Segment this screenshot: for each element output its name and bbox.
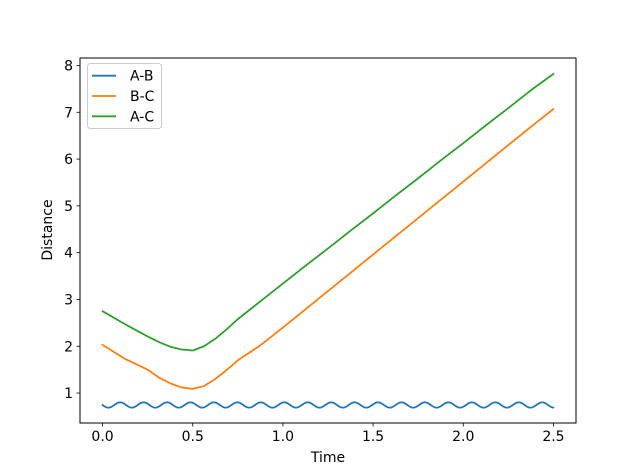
axes-spines (79, 57, 577, 424)
y-tick-label: 2 (64, 339, 73, 355)
legend: A-B B-C A-C (87, 63, 162, 129)
x-tick-label: 0.0 (91, 429, 113, 445)
y-axis-label: Distance (40, 199, 56, 260)
legend-item-label: A-B (130, 69, 153, 85)
y-axis-ticks: 1 2 3 4 5 6 7 8 (64, 58, 80, 402)
legend-box (87, 63, 162, 129)
x-tick-label: 0.5 (182, 429, 204, 445)
x-tick-label: 1.5 (362, 429, 384, 445)
x-axis-ticks: 0.0 0.5 1.0 1.5 2.0 2.5 (91, 423, 565, 445)
y-tick-label: 1 (64, 386, 73, 402)
legend-item-label: B-C (130, 89, 155, 105)
x-axis-label: Time (310, 450, 345, 466)
series-group (101, 73, 555, 409)
x-tick-label: 2.0 (452, 429, 474, 445)
series-line-a-b (101, 401, 555, 409)
x-tick-label: 2.5 (542, 429, 564, 445)
legend-item-label: A-C (130, 109, 154, 125)
y-tick-label: 3 (64, 292, 73, 308)
x-tick-label: 1.0 (272, 429, 294, 445)
y-tick-label: 4 (64, 246, 73, 262)
y-tick-label: 8 (64, 58, 73, 74)
series-line-b-c (101, 108, 555, 390)
y-tick-label: 5 (64, 199, 73, 215)
series-line-a-c (101, 73, 555, 352)
y-tick-label: 7 (64, 105, 73, 121)
y-tick-label: 6 (64, 152, 73, 168)
